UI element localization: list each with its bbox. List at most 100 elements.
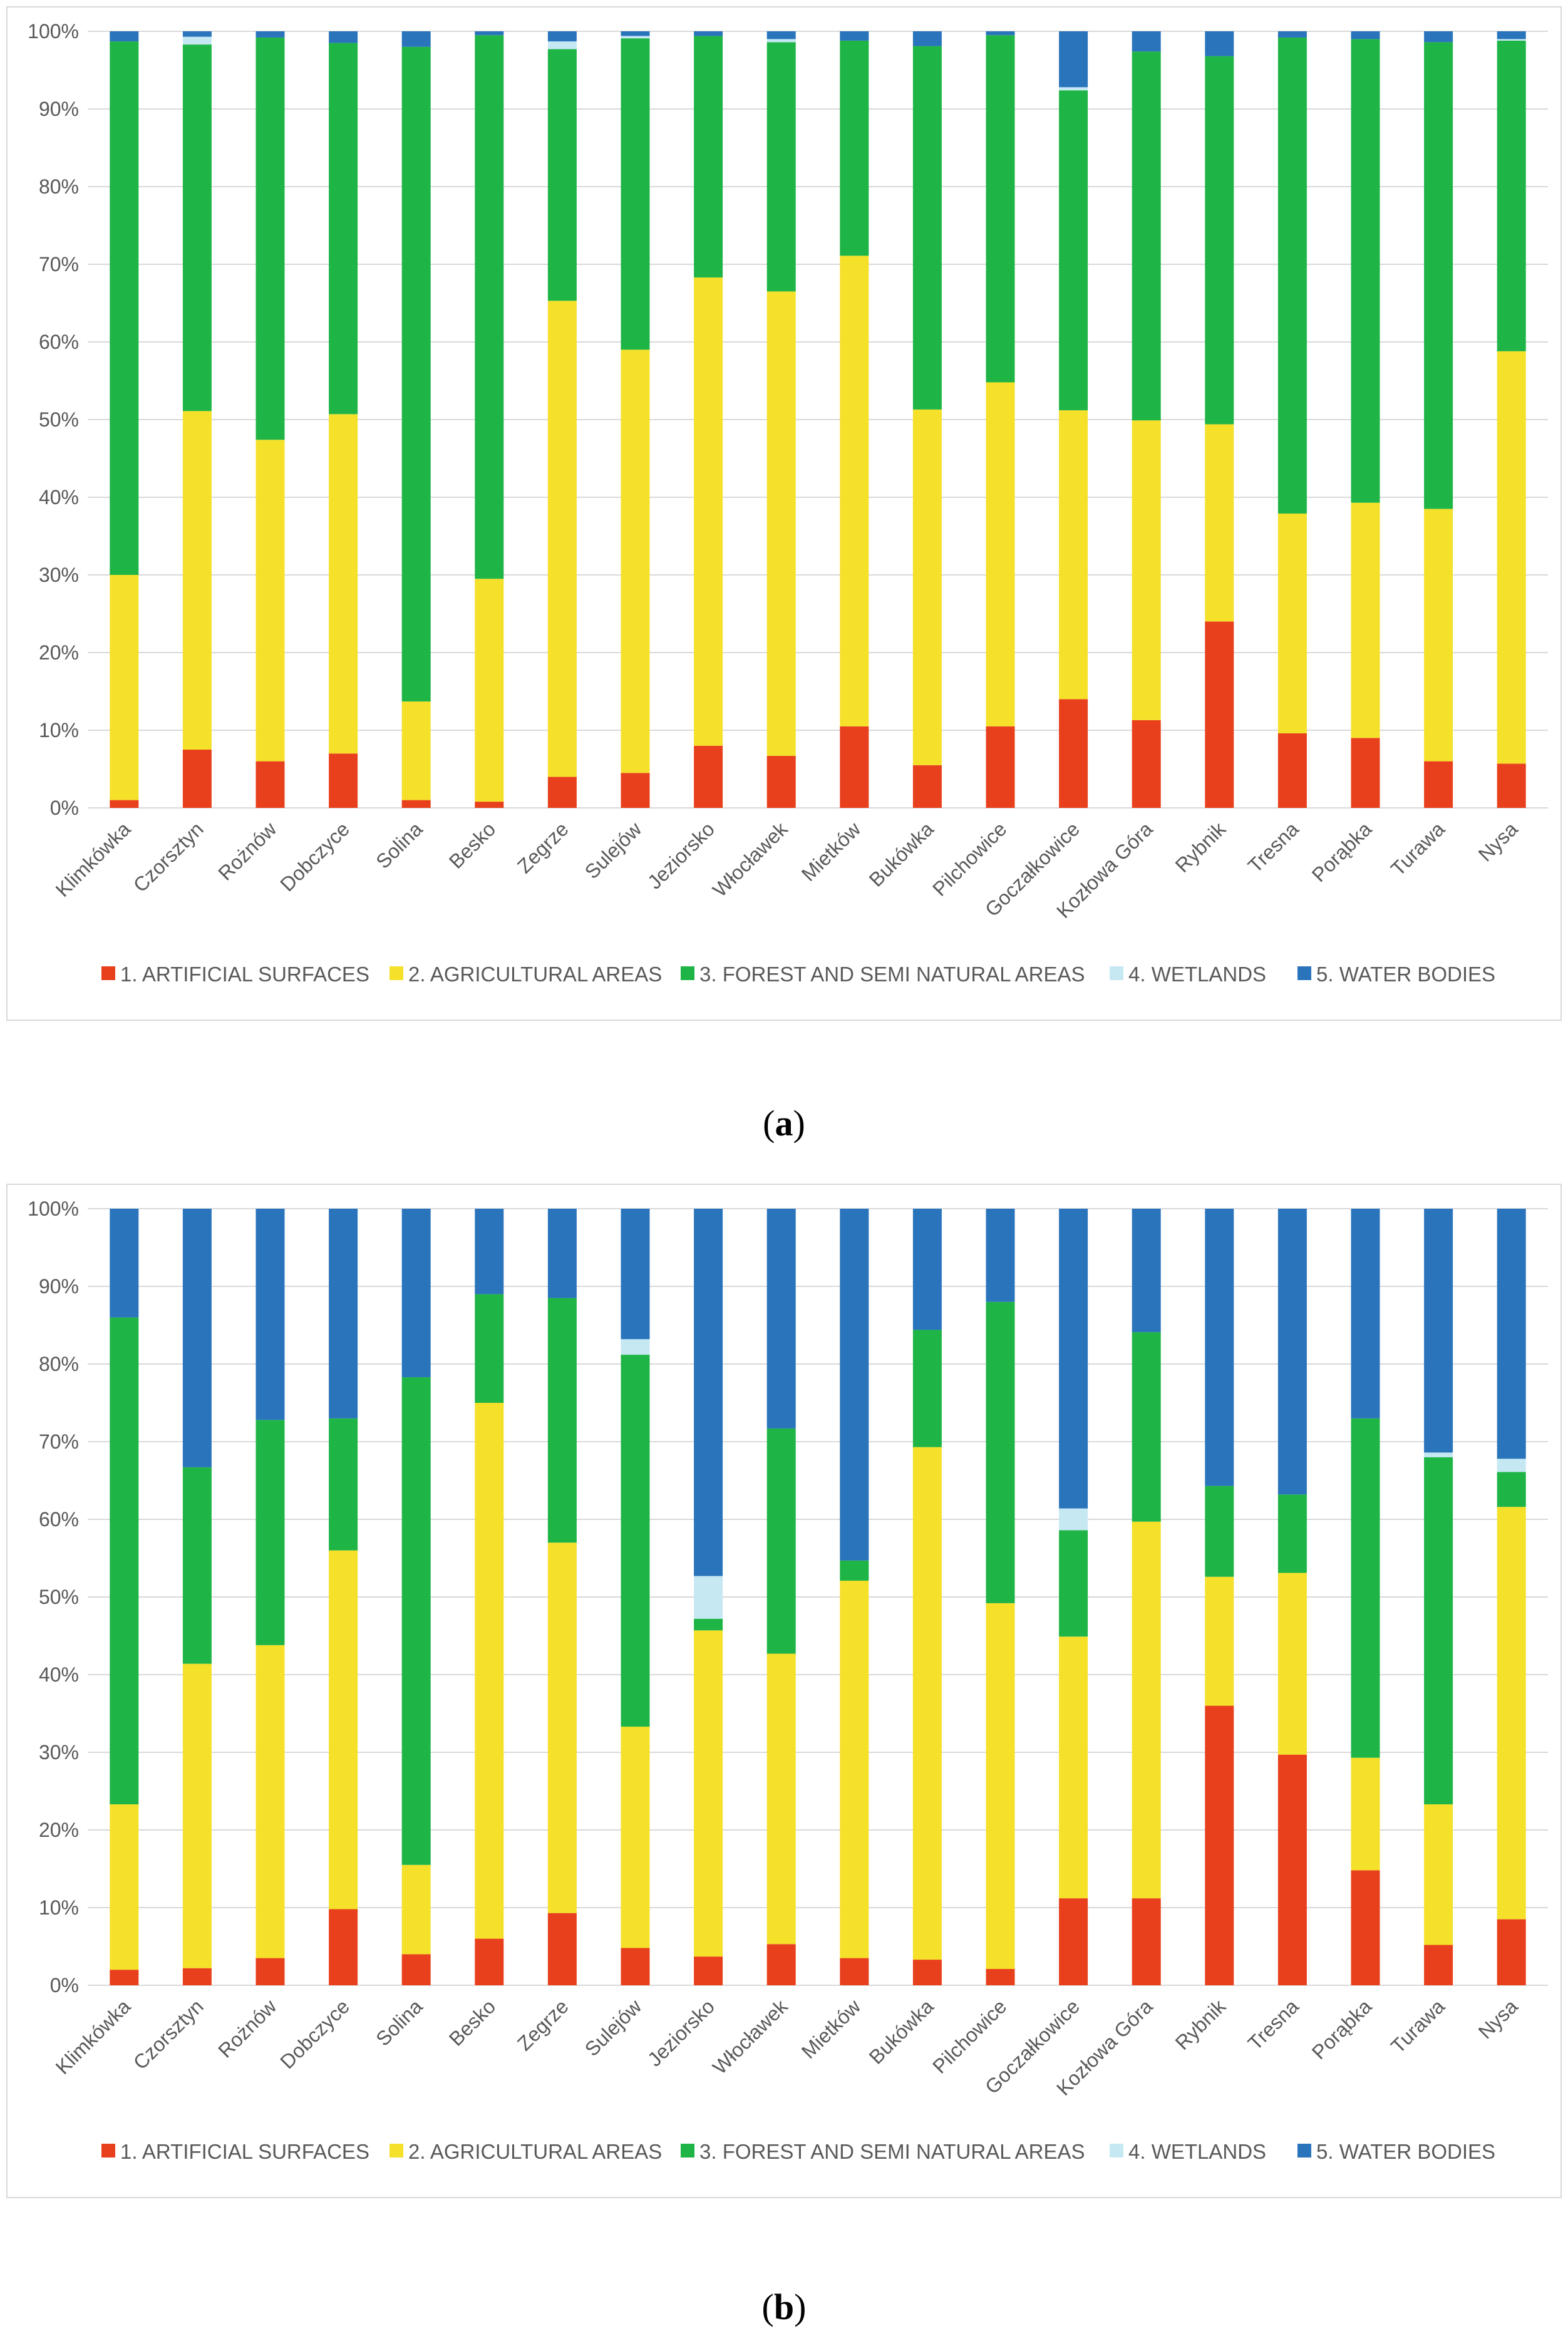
bar-segment	[255, 31, 285, 38]
x-tick-label: Mietków	[797, 1995, 865, 2063]
bar-segment	[182, 1663, 212, 1968]
bar-segment	[694, 1576, 723, 1619]
legend-label: 4. WETLANDS	[1128, 2140, 1266, 2163]
bar-segment	[694, 1630, 723, 1957]
bar-segment	[110, 31, 139, 42]
bar-segment	[329, 1909, 358, 1985]
caption-b-letter: b	[773, 2287, 795, 2327]
legend-swatch	[389, 966, 403, 980]
caption-b: (b)	[761, 2287, 807, 2327]
bar-segment	[986, 382, 1015, 726]
x-tick-label: Turawa	[1386, 1995, 1449, 2057]
bar-segment	[182, 44, 212, 411]
bar-segment	[547, 1209, 577, 1298]
x-tick-label: Dobczyce	[276, 1995, 354, 2073]
x-tick-label: Włocławek	[708, 1995, 792, 2079]
bar-segment	[255, 1645, 285, 1958]
x-tick-label: Włocławek	[708, 817, 792, 901]
x-tick-label: Jeziorsko	[643, 1995, 719, 2070]
bar-segment	[475, 1403, 504, 1939]
bar-segment	[1059, 87, 1088, 91]
bar-segment	[766, 1944, 796, 1985]
bar-segment	[1277, 514, 1307, 733]
legend-swatch	[681, 2144, 694, 2158]
bar-segment	[475, 802, 504, 808]
bar-segment	[766, 1428, 796, 1654]
bar-segment	[329, 414, 358, 754]
caption-a: (a)	[763, 1103, 805, 1144]
bar-segment	[621, 1727, 650, 1948]
bar-segment	[110, 1970, 139, 1985]
y-tick-label: 90%	[39, 1275, 79, 1298]
bar-segment	[1277, 1754, 1307, 1985]
bar-segment	[1497, 1459, 1526, 1472]
bar-segment	[1205, 56, 1234, 425]
bar-segment	[1277, 37, 1307, 514]
bar-segment	[840, 31, 869, 41]
legend-swatch	[389, 2144, 403, 2158]
x-tick-label: Sulejów	[580, 1995, 646, 2060]
bar-segment	[1277, 1494, 1307, 1573]
bar-segment	[1497, 1507, 1526, 1920]
y-tick-label: 0%	[50, 797, 79, 819]
bar-segment	[1497, 351, 1526, 764]
legend-swatch	[1297, 966, 1311, 980]
chart-panel-b: 0% 10% 20% 30% 40% 50% 60% 70% 80% 90% 100% Klimków…	[6, 1184, 1562, 2198]
bar-segment	[694, 36, 723, 278]
legend-label: 2. AGRICULTURAL AREAS	[408, 2140, 662, 2163]
bar-segment	[255, 1958, 285, 1985]
bar-segment	[1424, 1209, 1453, 1453]
bar-segment	[1424, 1452, 1453, 1457]
bar-segment	[475, 1209, 504, 1295]
bar-segment	[621, 1355, 650, 1727]
x-tick-label: Rybnik	[1171, 817, 1230, 877]
x-tick-label: Jeziorsko	[643, 817, 719, 893]
bar-segment	[110, 1209, 139, 1318]
bar-segment	[840, 1209, 869, 1561]
bar-segment	[912, 31, 942, 46]
bar-segment	[621, 38, 650, 350]
bar-segment	[401, 1954, 431, 1985]
legend-label: 3. FOREST AND SEMI NATURAL AREAS	[699, 963, 1085, 986]
bar-segment	[621, 31, 650, 36]
bar-segment	[182, 1209, 212, 1467]
bar-segment	[329, 753, 358, 808]
y-tick-label: 100%	[28, 20, 79, 43]
bar-segment	[1132, 720, 1161, 808]
bar-segment	[1424, 1804, 1453, 1945]
y-tick-label: 10%	[39, 719, 79, 742]
y-tick-label: 30%	[39, 1741, 79, 1764]
bar-segment	[1205, 1209, 1234, 1486]
bar-segment	[1059, 1530, 1088, 1637]
bar-segment	[182, 36, 212, 45]
bar-segment	[986, 1209, 1015, 1302]
bar-segment	[840, 256, 869, 726]
bar-segment	[1497, 31, 1526, 39]
y-tick-label: 90%	[39, 98, 79, 120]
caption-a-letter: a	[775, 1103, 793, 1144]
bar-segment	[1059, 31, 1088, 88]
bar-segment	[110, 1804, 139, 1970]
x-tick-label: Solina	[371, 1995, 426, 2050]
bar-segment	[110, 575, 139, 800]
x-tick-label: Tresna	[1244, 1995, 1303, 2054]
bar-segment	[986, 35, 1015, 383]
bar-segment	[547, 49, 577, 301]
bar-segment	[986, 31, 1015, 36]
bar-segment	[1497, 1919, 1526, 1985]
y-tick-label: 0%	[50, 1974, 79, 1997]
legend-label: 5. WATER BODIES	[1316, 2140, 1495, 2163]
bar-segment	[110, 800, 139, 808]
legend-swatch	[101, 966, 115, 980]
legend-label: 3. FOREST AND SEMI NATURAL AREAS	[699, 2140, 1085, 2163]
y-tick-label: 80%	[39, 1353, 79, 1375]
bar-segment	[840, 1580, 869, 1958]
bar-segment	[986, 1968, 1015, 1985]
y-tick-label: 20%	[39, 1819, 79, 1841]
bar-segment	[912, 1447, 942, 1960]
chart-panel-a: 0% 10% 20% 30% 40% 50% 60% 70% 80% 90% 100% Klimków…	[6, 6, 1562, 1021]
legend-swatch	[101, 2144, 115, 2158]
bar-segment	[329, 1418, 358, 1551]
bar-segment	[401, 1377, 431, 1865]
bar-segment	[766, 1653, 796, 1945]
